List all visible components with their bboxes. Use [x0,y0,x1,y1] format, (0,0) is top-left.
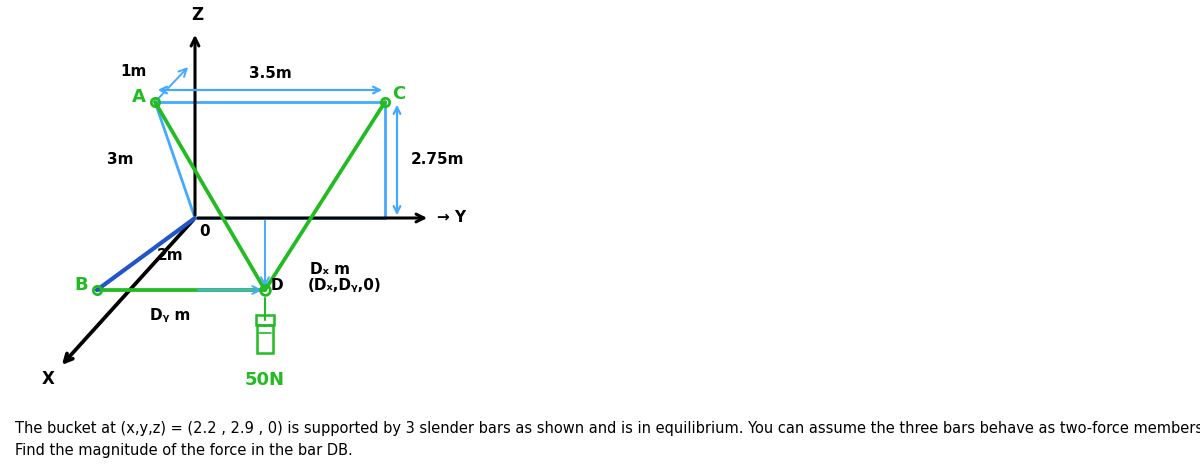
Text: Z: Z [191,6,203,24]
Text: B: B [74,276,88,294]
Text: 0: 0 [199,225,210,240]
Text: 50N: 50N [245,371,286,389]
Text: (Dₓ,Dᵧ,0): (Dₓ,Dᵧ,0) [308,277,382,292]
Text: 3.5m: 3.5m [248,66,292,81]
Text: 2m: 2m [157,249,184,264]
Text: 2.75m: 2.75m [410,152,463,167]
Text: X: X [42,370,54,388]
Text: 3m: 3m [107,152,133,167]
Text: D: D [271,277,283,292]
Text: 1m: 1m [120,64,146,79]
Text: The bucket at (x,y,z) = (2.2 , 2.9 , 0) is supported by 3 slender bars as shown : The bucket at (x,y,z) = (2.2 , 2.9 , 0) … [14,421,1200,436]
Text: Dᵧ m: Dᵧ m [150,307,190,322]
Text: Dₓ m: Dₓ m [310,263,350,277]
Text: → Y: → Y [438,211,467,226]
Text: A: A [132,88,146,106]
Text: C: C [392,85,406,103]
Text: Find the magnitude of the force in the bar DB.: Find the magnitude of the force in the b… [14,442,353,457]
